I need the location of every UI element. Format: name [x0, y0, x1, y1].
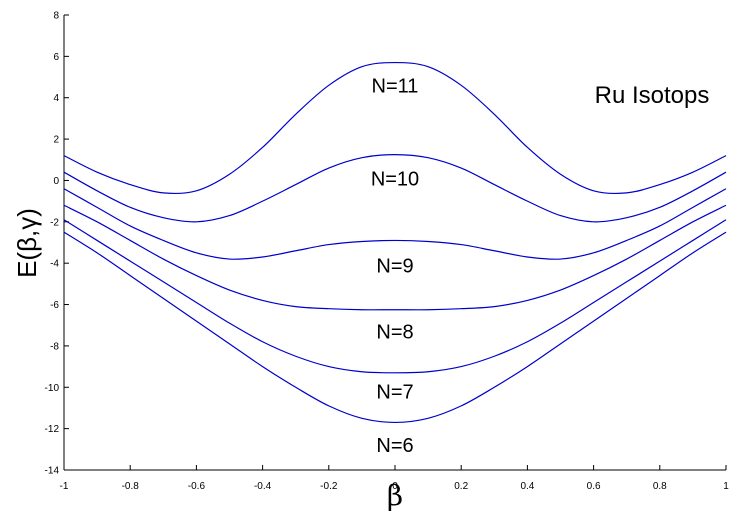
series-label-n10: N=10	[371, 168, 419, 190]
x-tick-label: 0.4	[520, 481, 534, 492]
y-tick-label: -14	[45, 466, 60, 477]
series-line-n7	[63, 219, 727, 374]
y-tick-label: 8	[53, 11, 59, 22]
y-tick-label: -4	[50, 259, 59, 270]
x-tick-label: -0.6	[188, 481, 206, 492]
y-tick-label: -6	[50, 300, 59, 311]
y-tick-label: -12	[45, 424, 60, 435]
x-tick-label: -0.2	[320, 481, 338, 492]
axes: -14 -12 -10 -8 -6 -4 -2 0 2 4 6 8 -1 -0.8 -0.6 -0.4 -0.2…	[45, 11, 729, 493]
curve-labels: N=11 N=10 N=9 N=8 N=7 N=6	[371, 75, 419, 457]
y-tick-label: -8	[50, 341, 59, 352]
x-tick-label: 0	[392, 481, 398, 492]
y-tick-label: -2	[50, 217, 59, 228]
series-label-n9: N=9	[376, 255, 413, 277]
series-line-n6	[63, 231, 727, 424]
series-label-n8: N=8	[376, 321, 413, 343]
series-label-n6: N=6	[376, 435, 413, 457]
series-line-n9	[63, 188, 727, 260]
x-tick-label: 1	[723, 481, 729, 492]
x-tick-label: -1	[60, 481, 69, 492]
y-axis-label: E(β,γ)	[12, 208, 42, 278]
series-line-n10	[63, 153, 727, 223]
x-tick-label: -0.4	[254, 481, 272, 492]
curves	[63, 61, 727, 424]
y-tick-label: 4	[53, 93, 59, 104]
series-label-n11: N=11	[372, 75, 419, 97]
x-tick-label: 0.8	[653, 481, 667, 492]
y-tick-label: -10	[45, 383, 60, 394]
x-tick-label: 0.2	[454, 481, 468, 492]
x-axis-label: β	[387, 479, 403, 512]
x-tick-label: 0.6	[587, 481, 601, 492]
series-line-n11	[63, 61, 727, 195]
y-tick-label: 0	[53, 176, 59, 187]
series-label-n7: N=7	[376, 381, 413, 403]
y-tick-label: 6	[53, 52, 59, 63]
series-line-n8	[63, 204, 727, 311]
y-tick-label: 2	[53, 135, 59, 146]
x-tick-label: -0.8	[122, 481, 140, 492]
annotation-ru-isotops: Ru Isotops	[595, 82, 710, 109]
